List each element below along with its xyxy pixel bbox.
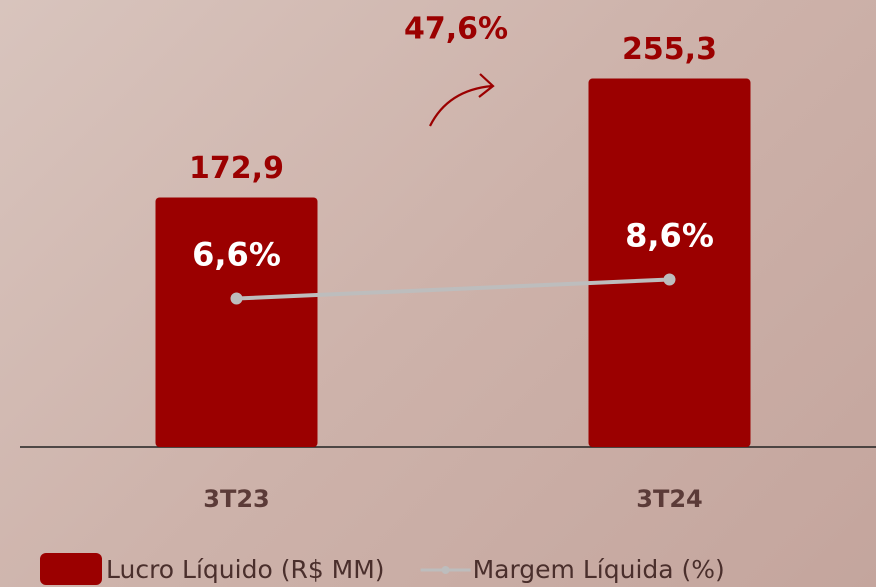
- line-point: [663, 273, 676, 286]
- growth-arrow-head: [478, 73, 495, 98]
- growth-annotation: 47,6%: [404, 12, 508, 47]
- bar-value-label: 172,9: [189, 151, 284, 186]
- x-tick-label: 3T23: [203, 485, 269, 513]
- legend-swatch-dot: [441, 566, 450, 574]
- bar: [155, 197, 318, 447]
- line-point: [230, 292, 243, 305]
- line-value-label: 6,6%: [192, 236, 281, 274]
- x-tick-label: 3T24: [636, 485, 702, 513]
- legend-swatch: [40, 553, 102, 585]
- bar: [588, 78, 751, 447]
- legend-label: Margem Líquida (%): [473, 555, 725, 584]
- line: [236, 277, 670, 301]
- legend-label: Lucro Líquido (R$ MM): [106, 555, 385, 584]
- growth-arrow: [429, 84, 493, 127]
- bar-value-label: 255,3: [622, 32, 717, 67]
- line-value-label: 8,6%: [625, 217, 714, 255]
